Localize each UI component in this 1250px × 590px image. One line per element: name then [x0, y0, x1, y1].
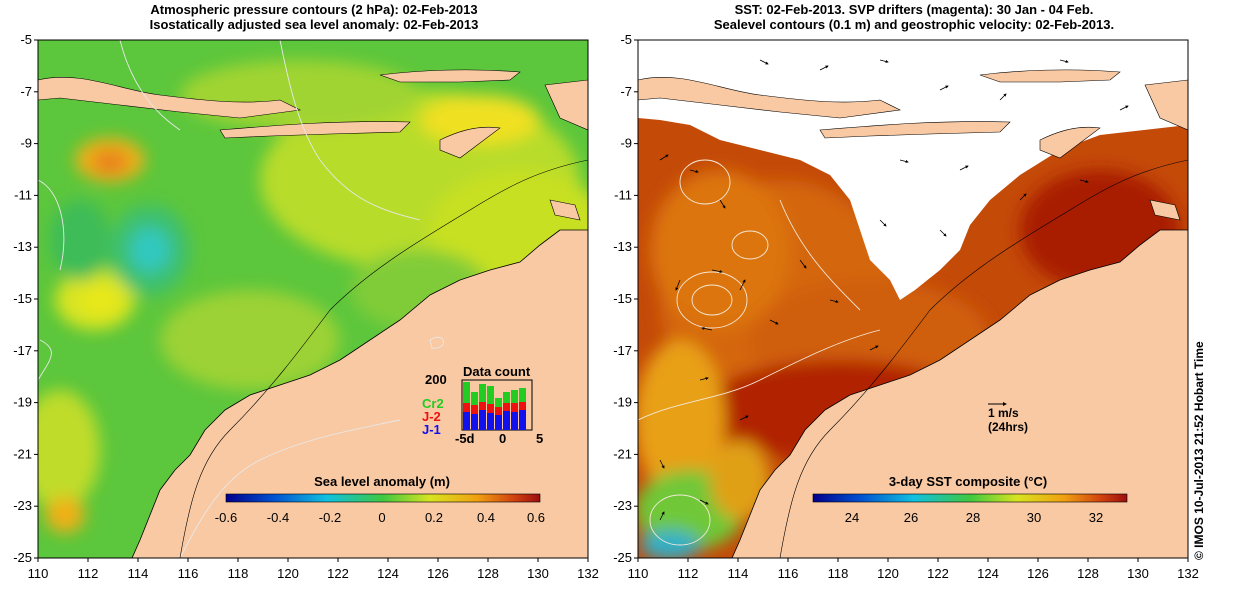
- left-lon-label: 116: [178, 566, 199, 581]
- left-lon-label: 114: [128, 566, 149, 581]
- left-lat-label: -5: [20, 32, 32, 47]
- right-lon-label: 126: [1027, 566, 1049, 581]
- right-lat-label: -13: [613, 239, 632, 254]
- left-cb-tick-5: 0.2: [425, 510, 443, 525]
- right-australia-land: [731, 229, 1188, 558]
- right-cb-tick-1: 24: [845, 510, 859, 525]
- right-lat-label: -19: [613, 395, 632, 410]
- inset-legend-cr2: Cr2: [422, 396, 444, 411]
- left-australia-land: [131, 229, 588, 558]
- left-cb-tick-2: -0.4: [267, 510, 289, 525]
- inset-title: Data count: [463, 364, 531, 379]
- inset-legend-j2: J-2: [422, 409, 441, 424]
- left-lon-label: 132: [577, 566, 599, 581]
- right-lat-label: -15: [613, 291, 632, 306]
- left-lat-label: -21: [13, 446, 32, 461]
- left-lat-label: -11: [14, 187, 32, 202]
- left-colorbar: Sea level anomaly (m) -0.6 -0.4 -0.2 0 0…: [215, 474, 545, 525]
- credit-text: © IMOS 10-Jul-2013 21:52 Hobart Time: [1192, 341, 1206, 560]
- left-cb-tick-7: 0.6: [527, 510, 545, 525]
- left-cb-tick-1: -0.6: [215, 510, 237, 525]
- left-cb-tick-6: 0.4: [477, 510, 495, 525]
- left-cb-tick-4: 0: [378, 510, 385, 525]
- left-lon-label: 126: [427, 566, 449, 581]
- scale-label-duration: (24hrs): [988, 420, 1028, 434]
- right-lon-label: 128: [1077, 566, 1099, 581]
- right-title: SST: 02-Feb-2013. SVP drifters (magenta)…: [640, 2, 1188, 32]
- left-colorbar-label: Sea level anomaly (m): [314, 474, 450, 489]
- left-lat-label: -19: [13, 395, 32, 410]
- inset-x-tick-3: 5: [536, 431, 543, 446]
- left-lat-label: -13: [13, 239, 32, 254]
- right-lat-label: -11: [614, 187, 632, 202]
- left-cb-tick-3: -0.2: [319, 510, 341, 525]
- right-cb-tick-4: 30: [1027, 510, 1041, 525]
- right-cb-tick-2: 26: [904, 510, 918, 525]
- inset-x-tick-2: 0: [499, 431, 506, 446]
- left-lat-label: -25: [13, 550, 32, 565]
- inset-legend-j1: J-1: [422, 422, 441, 437]
- right-lat-label: -7: [620, 84, 632, 99]
- right-lon-label: 112: [678, 566, 699, 581]
- left-lat-label: -23: [13, 498, 32, 513]
- left-lon-label: 122: [327, 566, 349, 581]
- right-lon-label: 120: [877, 566, 899, 581]
- right-lon-label: 116: [778, 566, 799, 581]
- left-lat-label: -7: [20, 84, 32, 99]
- left-lon-label: 110: [28, 566, 49, 581]
- left-lon-label: 112: [78, 566, 99, 581]
- right-colorbar-label: 3-day SST composite (°C): [889, 474, 1047, 489]
- right-title-line2: Sealevel contours (0.1 m) and geostrophi…: [713, 17, 1115, 32]
- right-lon-label: 110: [628, 566, 649, 581]
- left-lat-label: -17: [13, 343, 32, 358]
- left-lat-label: -15: [13, 291, 32, 306]
- right-cb-tick-5: 32: [1089, 510, 1103, 525]
- left-map: Data count 200 Cr2 J-2 J-1 -5d 0 5 Sea l…: [38, 40, 588, 558]
- right-cb-tick-3: 28: [966, 510, 980, 525]
- inset-bars: [463, 382, 526, 430]
- right-lon-label: 122: [927, 566, 949, 581]
- left-lon-label: 128: [477, 566, 499, 581]
- right-lon-label: 124: [977, 566, 999, 581]
- right-lon-label: 132: [1177, 566, 1199, 581]
- left-title-line2: Isostatically adjusted sea level anomaly…: [149, 17, 479, 32]
- right-lon-label: 130: [1127, 566, 1149, 581]
- right-lat-label: -23: [613, 498, 632, 513]
- right-lon-label: 114: [728, 566, 749, 581]
- left-lon-label: 130: [527, 566, 549, 581]
- right-colorbar: 3-day SST composite (°C) 24 26 28 30 32: [812, 474, 1128, 525]
- scale-label-speed: 1 m/s: [988, 406, 1019, 420]
- left-title-line1: Atmospheric pressure contours (2 hPa): 0…: [150, 2, 478, 17]
- left-lat-label: -9: [20, 136, 32, 151]
- right-lat-label: -5: [620, 32, 632, 47]
- right-map: 1 m/s (24hrs) 3-day SST composite (°C) 2…: [638, 40, 1188, 558]
- velocity-scale: 1 m/s (24hrs): [988, 402, 1028, 434]
- right-lon-label: 118: [828, 566, 849, 581]
- right-lat-label: -25: [613, 550, 632, 565]
- inset-x-tick-1: -5d: [455, 431, 475, 446]
- right-lat-label: -9: [620, 136, 632, 151]
- right-lat-label: -17: [613, 343, 632, 358]
- left-lon-label: 120: [277, 566, 299, 581]
- left-lon-label: 124: [377, 566, 399, 581]
- left-title: Atmospheric pressure contours (2 hPa): 0…: [40, 2, 588, 32]
- inset-y-label: 200: [425, 372, 447, 387]
- right-lat-label: -21: [613, 446, 632, 461]
- data-count-inset: Data count 200 Cr2 J-2 J-1 -5d 0 5: [422, 364, 543, 446]
- left-lon-label: 118: [228, 566, 249, 581]
- velocity-arrows: [659, 59, 1129, 521]
- right-title-line1: SST: 02-Feb-2013. SVP drifters (magenta)…: [734, 2, 1094, 17]
